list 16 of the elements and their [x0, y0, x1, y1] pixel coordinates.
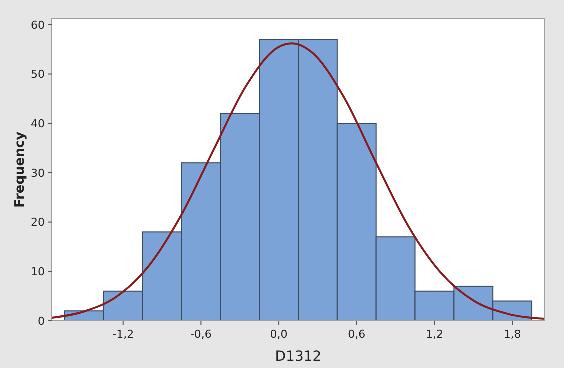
- y-tick-label: 0: [38, 314, 45, 328]
- y-tick-label: 10: [31, 266, 45, 279]
- line-series: [52, 42, 545, 320]
- y-tick-label: 50: [31, 68, 45, 82]
- y-axis-title: Frequency: [13, 131, 28, 208]
- x-tick-label: 1,8: [504, 328, 522, 341]
- y-tick-label: 40: [31, 117, 45, 130]
- y-tick-label: 30: [31, 166, 45, 180]
- x-tick-label: 0,6: [348, 328, 366, 341]
- x-axis-title: D1312: [275, 349, 322, 365]
- y-tick-label: 60: [31, 18, 45, 32]
- x-tick-label: -1,2: [112, 328, 134, 341]
- x-tick-label: 1,2: [426, 328, 444, 341]
- y-tick-label: 20: [31, 216, 45, 230]
- x-tick-label: 0,0: [270, 328, 288, 341]
- x-tick-label: -0,6: [190, 328, 212, 341]
